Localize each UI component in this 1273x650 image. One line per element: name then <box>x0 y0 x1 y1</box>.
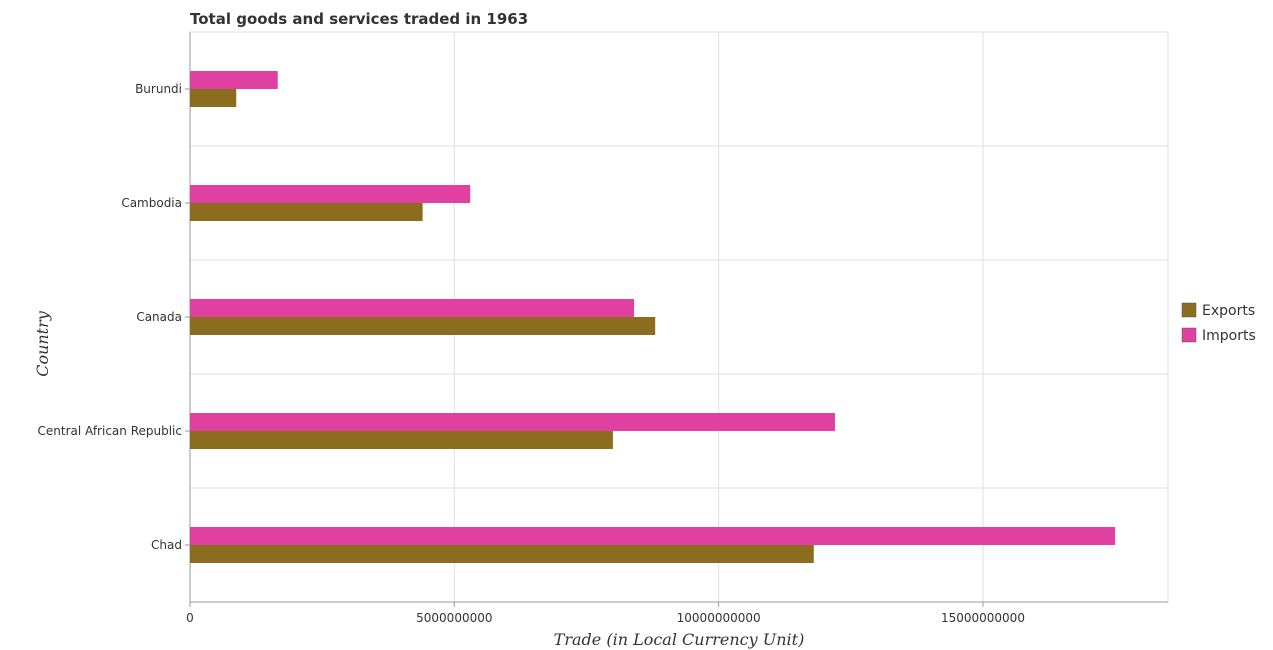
x-tick-label: 15000000000 <box>941 611 1025 625</box>
bar-imports-burundi <box>190 71 278 89</box>
legend-swatch-exports <box>1181 302 1197 318</box>
y-axis-title: Country <box>33 310 52 377</box>
y-tick-label: Burundi <box>135 82 182 96</box>
bars <box>190 71 1116 563</box>
bar-imports-canada <box>190 299 635 317</box>
x-axis-title: Trade (in Local Currency Unit) <box>554 630 805 649</box>
chart-title: Total goods and services traded in 1963 <box>190 10 528 28</box>
bar-imports-central-african-republic <box>190 413 835 431</box>
bar-exports-cambodia <box>190 203 423 221</box>
bar-exports-canada <box>190 317 656 335</box>
y-tick-label: Central African Republic <box>38 424 182 438</box>
y-tick-label: Canada <box>136 310 182 324</box>
x-tick-label: 5000000000 <box>416 611 492 625</box>
x-tick-label: 0 <box>186 611 194 625</box>
y-tick-label: Cambodia <box>121 196 182 210</box>
bar-exports-central-african-republic <box>190 431 613 449</box>
x-tick-label: 10000000000 <box>677 611 761 625</box>
bar-exports-burundi <box>190 89 237 107</box>
bar-exports-chad <box>190 545 814 563</box>
y-axis-ticks: Burundi Cambodia Canada Central African Rep… <box>38 82 190 552</box>
legend-label-imports: Imports <box>1202 328 1256 344</box>
legend-swatch-imports <box>1181 327 1197 343</box>
y-tick-label: Chad <box>151 538 182 552</box>
bar-imports-cambodia <box>190 185 471 203</box>
grid <box>189 31 1169 603</box>
x-axis-ticks: 0 5000000000 10000000000 15000000000 <box>186 602 1025 625</box>
legend: Exports Imports <box>1181 302 1256 344</box>
legend-label-exports: Exports <box>1202 303 1255 319</box>
bar-imports-chad <box>190 527 1116 545</box>
